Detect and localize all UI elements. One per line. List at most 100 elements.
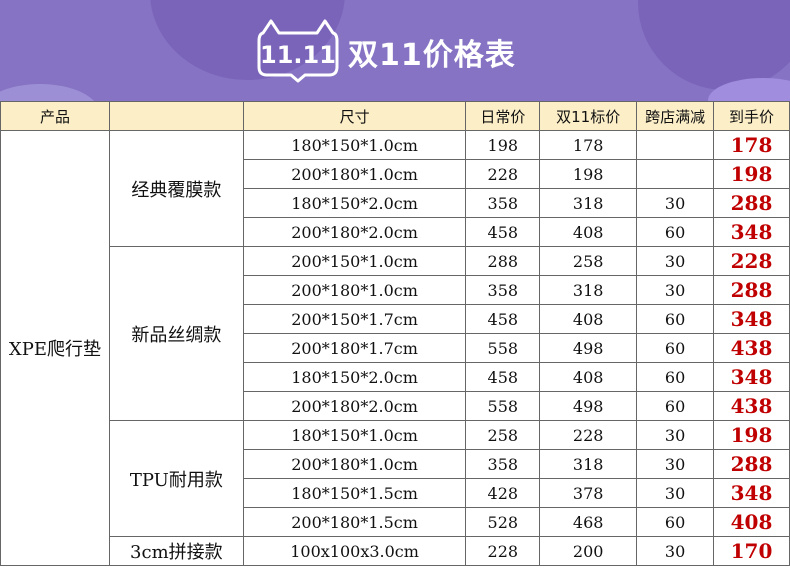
table-row: TPU耐用款 180*150*1.0cm 258 228 30 198 xyxy=(1,420,790,537)
size-cell: 200*150*1.7cm xyxy=(242,304,467,334)
size-cell: 200*180*1.7cm xyxy=(242,333,467,363)
d11-price-cell: 468 xyxy=(539,507,638,537)
table-row: 180*150*1.5cm 428 378 30 348 xyxy=(1,478,790,508)
col-header-series xyxy=(108,101,244,131)
table-row: 200*180*1.5cm 528 468 60 408 xyxy=(1,507,790,537)
discount-cell: 60 xyxy=(636,304,715,334)
d11-price-cell: 198 xyxy=(539,159,638,189)
daily-price-cell: 528 xyxy=(465,507,541,537)
final-price-cell: 178 xyxy=(713,130,790,160)
d11-price-cell: 318 xyxy=(539,449,638,479)
logo-text: 11.11 xyxy=(260,41,336,69)
final-price-cell: 288 xyxy=(713,275,790,305)
final-price-cell: 288 xyxy=(713,449,790,479)
table-body: XPE爬行垫 经典覆膜款 180*150*1.0cm 198 178 178 200*180… xyxy=(0,130,790,566)
size-cell: 200*180*1.5cm xyxy=(242,507,467,537)
table-row: XPE爬行垫 经典覆膜款 180*150*1.0cm 198 178 178 xyxy=(0,130,790,566)
product-name-cell: XPE爬行垫 xyxy=(0,130,110,566)
discount-cell: 30 xyxy=(636,275,715,305)
discount-cell xyxy=(636,159,715,189)
final-price-cell: 198 xyxy=(713,420,790,450)
discount-cell: 30 xyxy=(636,478,715,508)
d11-price-cell: 408 xyxy=(539,362,638,392)
final-price-cell: 348 xyxy=(713,217,790,247)
discount-cell: 60 xyxy=(636,217,715,247)
d11-price-cell: 200 xyxy=(539,536,638,566)
final-price-cell: 408 xyxy=(713,507,790,537)
table-row: 200*180*2.0cm 458 408 60 348 xyxy=(1,217,790,247)
table-row: 200*180*1.0cm 358 318 30 288 xyxy=(1,449,790,479)
size-cell: 180*150*2.0cm xyxy=(242,362,467,392)
decor-circle xyxy=(638,0,790,90)
final-price-cell: 348 xyxy=(713,362,790,392)
col-header-size: 尺寸 xyxy=(242,101,467,131)
col-header-discount: 跨店满减 xyxy=(636,101,715,131)
col-header-daily-price: 日常价 xyxy=(465,101,541,131)
tmall-1111-logo-icon: 11.11 xyxy=(257,19,339,83)
final-price-cell: 198 xyxy=(713,159,790,189)
size-cell: 200*150*1.0cm xyxy=(242,246,467,276)
daily-price-cell: 358 xyxy=(465,188,541,218)
size-cell: 180*150*2.0cm xyxy=(242,188,467,218)
daily-price-cell: 228 xyxy=(465,159,541,189)
series-name-cell: 新品丝绸款 xyxy=(108,246,244,421)
size-cell: 200*180*2.0cm xyxy=(242,391,467,421)
discount-cell: 30 xyxy=(636,420,715,450)
size-cell: 180*150*1.0cm xyxy=(242,130,467,160)
page-title: 双11价格表 xyxy=(348,38,516,73)
table-row: 200*180*1.7cm 558 498 60 438 xyxy=(1,333,790,363)
discount-cell: 60 xyxy=(636,507,715,537)
final-price-cell: 288 xyxy=(713,188,790,218)
discount-cell: 60 xyxy=(636,333,715,363)
daily-price-cell: 258 xyxy=(465,420,541,450)
size-cell: 200*180*1.0cm xyxy=(242,449,467,479)
daily-price-cell: 458 xyxy=(465,362,541,392)
d11-price-cell: 228 xyxy=(539,420,638,450)
daily-price-cell: 228 xyxy=(465,536,541,566)
daily-price-cell: 358 xyxy=(465,275,541,305)
final-price-cell: 348 xyxy=(713,304,790,334)
size-cell: 100x100x3.0cm xyxy=(242,536,467,566)
price-table: 产品 尺寸 日常价 双11标价 跨店满减 到手价 XPE爬行垫 经典覆膜款 180*… xyxy=(0,101,790,566)
d11-price-cell: 318 xyxy=(539,275,638,305)
final-price-cell: 348 xyxy=(713,478,790,508)
decor-circle xyxy=(708,78,790,101)
table-row: 3cm拼接款 100x100x3.0cm 228 200 30 170 xyxy=(1,536,790,566)
col-header-d11-price: 双11标价 xyxy=(539,101,638,131)
d11-price-cell: 408 xyxy=(539,304,638,334)
decor-circle xyxy=(0,84,100,101)
daily-price-cell: 458 xyxy=(465,304,541,334)
d11-price-cell: 498 xyxy=(539,333,638,363)
d11-price-cell: 318 xyxy=(539,188,638,218)
discount-cell: 30 xyxy=(636,536,715,566)
daily-price-cell: 558 xyxy=(465,333,541,363)
table-row: 180*150*2.0cm 458 408 60 348 xyxy=(1,362,790,392)
col-header-product: 产品 xyxy=(0,101,110,131)
d11-price-cell: 258 xyxy=(539,246,638,276)
final-price-cell: 170 xyxy=(713,536,790,566)
size-cell: 200*180*1.0cm xyxy=(242,159,467,189)
discount-cell: 30 xyxy=(636,188,715,218)
discount-cell: 60 xyxy=(636,391,715,421)
discount-cell: 30 xyxy=(636,246,715,276)
table-row: 180*150*2.0cm 358 318 30 288 xyxy=(1,188,790,218)
d11-price-cell: 178 xyxy=(539,130,638,160)
table-header-row: 产品 尺寸 日常价 双11标价 跨店满减 到手价 xyxy=(0,101,790,131)
table-row: 200*180*1.0cm 228 198 198 xyxy=(1,159,790,189)
series-name-cell: TPU耐用款 xyxy=(108,420,244,537)
daily-price-cell: 288 xyxy=(465,246,541,276)
d11-price-cell: 498 xyxy=(539,391,638,421)
col-header-final-price: 到手价 xyxy=(713,101,790,131)
daily-price-cell: 358 xyxy=(465,449,541,479)
table-row: 200*150*1.7cm 458 408 60 348 xyxy=(1,304,790,334)
daily-price-cell: 428 xyxy=(465,478,541,508)
daily-price-cell: 558 xyxy=(465,391,541,421)
daily-price-cell: 198 xyxy=(465,130,541,160)
header-banner: 11.11 双11价格表 xyxy=(0,0,790,101)
series-name-cell: 经典覆膜款 xyxy=(108,130,244,247)
discount-cell: 30 xyxy=(636,449,715,479)
series-name-cell: 3cm拼接款 xyxy=(108,536,244,566)
d11-price-cell: 408 xyxy=(539,217,638,247)
final-price-cell: 228 xyxy=(713,246,790,276)
size-cell: 200*180*1.0cm xyxy=(242,275,467,305)
